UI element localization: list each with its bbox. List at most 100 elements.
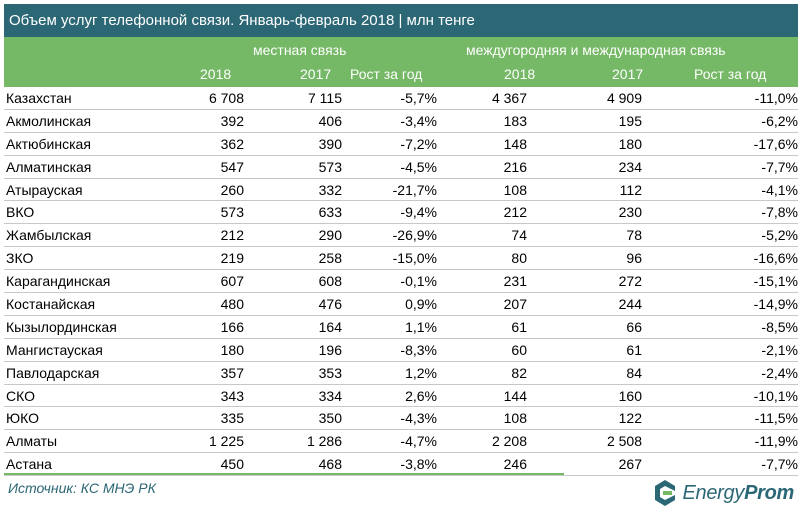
table-cell: -7,7%: [642, 452, 798, 477]
table-cell: 216: [437, 155, 527, 179]
table-cell: 335: [149, 406, 244, 431]
column-header: Рост за год: [350, 66, 423, 82]
region-name: Алматинская: [4, 155, 149, 179]
table-cell: -16,6%: [642, 246, 798, 271]
table-row: Астана 450 468 -3,8% 246 267 -7,7%: [4, 452, 798, 477]
table-cell: 66: [527, 315, 642, 339]
table-cell: 258: [244, 246, 342, 271]
table-cell: -4,5%: [342, 155, 437, 179]
table-cell: 80: [437, 246, 527, 271]
region-name: ЮКО: [4, 406, 149, 431]
table-cell: 112: [527, 178, 642, 202]
region-name: ЗКО: [4, 246, 149, 271]
table-cell: -7,8%: [642, 200, 798, 225]
table-cell: 6 708: [149, 87, 244, 110]
source-note: Источник: КС МНЭ РК: [8, 480, 156, 496]
table-cell: 234: [527, 155, 642, 179]
table-cell: 246: [437, 452, 527, 477]
table-cell: -4,1%: [642, 178, 798, 202]
table-cell: -15,1%: [642, 269, 798, 294]
table-cell: -10,1%: [642, 384, 798, 408]
table-row: ЗКО 219 258 -15,0% 80 96 -16,6%: [4, 246, 798, 271]
table-cell: 122: [527, 406, 642, 431]
table-cell: 180: [527, 132, 642, 156]
table-row: Алматы 1 225 1 286 -4,7% 2 208 2 508 -11,9%: [4, 429, 798, 454]
column-header: 2018: [504, 66, 536, 82]
table-cell: 392: [149, 109, 244, 133]
energyprom-logo-icon: [655, 480, 676, 506]
table-cell: 547: [149, 155, 244, 179]
table-cell: 207: [437, 292, 527, 316]
region-name: Акмолинская: [4, 109, 149, 133]
logo-text: EnergyProm: [682, 482, 794, 505]
table-row: Мангистауская 180 196 -8,3% 60 61 -2,1%: [4, 338, 798, 362]
table-cell: 450: [149, 452, 244, 477]
table-cell: 468: [244, 452, 342, 477]
table-cell: 390: [244, 132, 342, 156]
table-cell: -17,6%: [642, 132, 798, 156]
table-cell: 573: [244, 155, 342, 179]
region-name: Астана: [4, 452, 149, 477]
table-cell: -3,4%: [342, 109, 437, 133]
table-cell: 362: [149, 132, 244, 156]
table-row: Алматинская 547 573 -4,5% 216 234 -7,7%: [4, 155, 798, 179]
table-cell: 231: [437, 269, 527, 294]
table-cell: 290: [244, 223, 342, 248]
table-cell: -7,7%: [642, 155, 798, 179]
table-cell: 2 208: [437, 429, 527, 454]
table-cell: 1 225: [149, 429, 244, 454]
table-cell: 108: [437, 178, 527, 202]
region-name: Карагандинская: [4, 269, 149, 294]
page-title: Объем услуг телефонной связи. Январь-фев…: [4, 4, 798, 37]
table-cell: 573: [149, 200, 244, 225]
table-cell: -8,3%: [342, 338, 437, 362]
logo: EnergyProm: [652, 478, 794, 508]
table-cell: 148: [437, 132, 527, 156]
table-cell: -2,4%: [642, 361, 798, 385]
table-row: Актюбинская 362 390 -7,2% 148 180 -17,6%: [4, 132, 798, 156]
table-cell: 78: [527, 223, 642, 248]
table-cell: -6,2%: [642, 109, 798, 133]
table-cell: 334: [244, 384, 342, 408]
logo-text-energy: Energy: [682, 481, 745, 504]
table-row: Акмолинская 392 406 -3,4% 183 195 -6,2%: [4, 109, 798, 133]
table-row: Кызылординская 166 164 1,1% 61 66 -8,5%: [4, 315, 798, 339]
table-row: Атырауская 260 332 -21,7% 108 112 -4,1%: [4, 178, 798, 202]
table-cell: 212: [149, 223, 244, 248]
table-cell: 212: [437, 200, 527, 225]
table-cell: 244: [527, 292, 642, 316]
table-cell: 74: [437, 223, 527, 248]
table-cell: -0,1%: [342, 269, 437, 294]
table-header: местная связь междугородняя и международ…: [4, 37, 798, 87]
column-header: 2017: [300, 66, 332, 82]
table-row: ВКО 573 633 -9,4% 212 230 -7,8%: [4, 200, 798, 225]
table-cell: 607: [149, 269, 244, 294]
table-cell: 183: [437, 109, 527, 133]
table-cell: -5,2%: [642, 223, 798, 248]
region-name: Павлодарская: [4, 361, 149, 385]
table-cell: -11,9%: [642, 429, 798, 454]
table-cell: -15,0%: [342, 246, 437, 271]
region-name: СКО: [4, 384, 149, 408]
table-cell: -26,9%: [342, 223, 437, 248]
table-cell: 353: [244, 361, 342, 385]
table-row: СКО 343 334 2,6% 144 160 -10,1%: [4, 384, 798, 408]
table-cell: 1,1%: [342, 315, 437, 339]
table-cell: 160: [527, 384, 642, 408]
table-cell: 144: [437, 384, 527, 408]
table-cell: 61: [437, 315, 527, 339]
table-cell: 196: [244, 338, 342, 362]
table-cell: 357: [149, 361, 244, 385]
region-name: Кызылординская: [4, 315, 149, 339]
table-cell: 166: [149, 315, 244, 339]
table-cell: 608: [244, 269, 342, 294]
table-cell: 260: [149, 178, 244, 202]
region-name: Алматы: [4, 429, 149, 454]
region-name: ВКО: [4, 200, 149, 225]
table-cell: 350: [244, 406, 342, 431]
table-cell: 4 909: [527, 87, 642, 110]
column-header: Рост за год: [694, 66, 767, 82]
table-cell: 332: [244, 178, 342, 202]
table-cell: -9,4%: [342, 200, 437, 225]
region-name: Казахстан: [4, 87, 149, 110]
